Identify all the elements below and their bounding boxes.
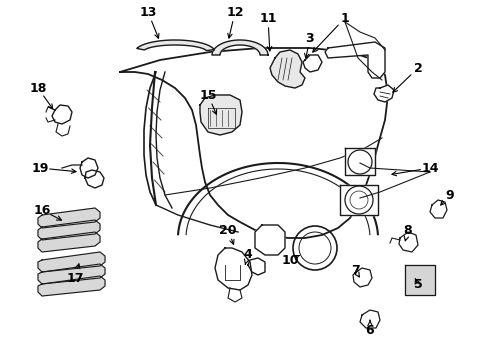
Polygon shape bbox=[200, 95, 242, 135]
Text: 2: 2 bbox=[414, 62, 422, 75]
Polygon shape bbox=[38, 252, 105, 272]
Polygon shape bbox=[325, 42, 385, 78]
Text: 5: 5 bbox=[414, 279, 422, 292]
Text: 4: 4 bbox=[244, 248, 252, 261]
Text: 3: 3 bbox=[306, 32, 314, 45]
Polygon shape bbox=[303, 55, 322, 72]
Text: 17: 17 bbox=[66, 271, 84, 284]
Text: 9: 9 bbox=[446, 189, 454, 202]
Polygon shape bbox=[270, 50, 305, 88]
Polygon shape bbox=[85, 170, 104, 188]
Polygon shape bbox=[340, 185, 378, 215]
Text: 8: 8 bbox=[404, 224, 412, 237]
Polygon shape bbox=[215, 248, 252, 290]
Polygon shape bbox=[38, 208, 100, 228]
Polygon shape bbox=[137, 40, 214, 51]
Polygon shape bbox=[56, 124, 70, 136]
Polygon shape bbox=[399, 232, 418, 252]
Polygon shape bbox=[345, 148, 375, 175]
Polygon shape bbox=[405, 265, 435, 295]
Text: 7: 7 bbox=[351, 264, 359, 276]
Text: 15: 15 bbox=[199, 89, 217, 102]
Text: 12: 12 bbox=[226, 5, 244, 18]
Polygon shape bbox=[38, 220, 100, 240]
Polygon shape bbox=[360, 310, 380, 328]
Text: 19: 19 bbox=[31, 162, 49, 175]
Text: 10: 10 bbox=[281, 253, 299, 266]
Text: 18: 18 bbox=[29, 81, 47, 95]
Text: 20: 20 bbox=[219, 224, 237, 237]
Polygon shape bbox=[38, 232, 100, 252]
Text: 14: 14 bbox=[421, 162, 439, 175]
Polygon shape bbox=[430, 200, 447, 218]
Text: 16: 16 bbox=[33, 203, 50, 216]
Text: 1: 1 bbox=[341, 12, 349, 24]
Polygon shape bbox=[80, 158, 98, 178]
Polygon shape bbox=[52, 105, 72, 124]
Polygon shape bbox=[255, 225, 285, 255]
Text: 11: 11 bbox=[259, 12, 277, 24]
Polygon shape bbox=[212, 40, 268, 55]
Polygon shape bbox=[374, 85, 394, 102]
Polygon shape bbox=[38, 276, 105, 296]
Polygon shape bbox=[38, 264, 105, 284]
Polygon shape bbox=[120, 48, 388, 238]
Text: 13: 13 bbox=[139, 5, 157, 18]
Polygon shape bbox=[248, 258, 265, 275]
Text: 6: 6 bbox=[366, 324, 374, 337]
Polygon shape bbox=[353, 268, 372, 287]
Polygon shape bbox=[228, 288, 242, 302]
